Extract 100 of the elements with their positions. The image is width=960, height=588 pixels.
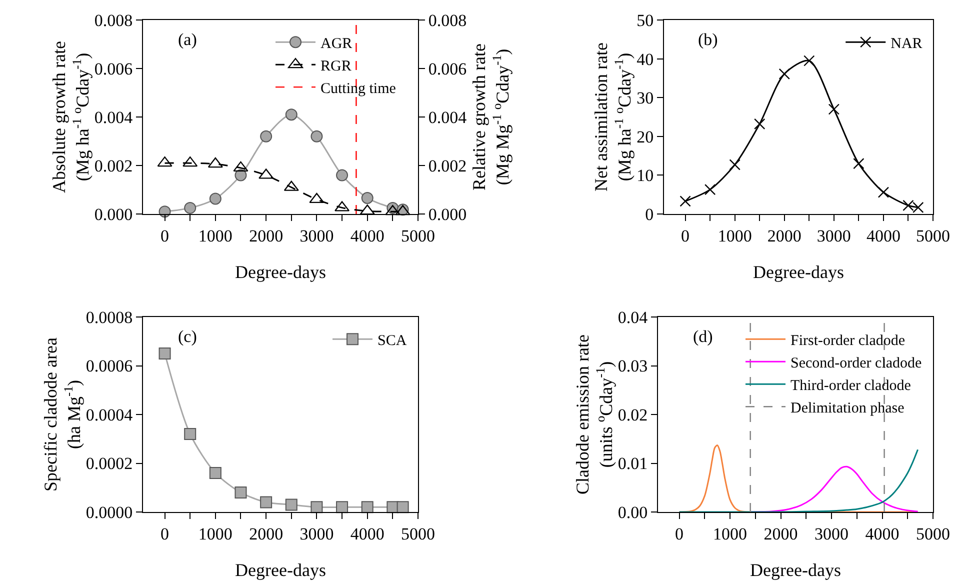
x-tick-label: 1000 [718,226,752,246]
y-tick-label: 0.03 [618,356,648,376]
point [310,130,323,142]
point [385,204,400,216]
point [234,169,247,182]
y2-tick-label: 0.008 [428,10,467,30]
x-tick-label: 0 [675,524,684,544]
y-tick-label: 20 [636,127,654,146]
y-tick-label: 0.004 [94,108,134,127]
x-tick-label: 2000 [249,226,284,246]
y-tick-label: 0.0002 [86,454,133,474]
point [233,161,248,172]
point [704,184,716,196]
x-tick-label: 4000 [350,524,384,544]
point [361,501,374,514]
y-tick-label: 0.0006 [86,356,133,376]
point [336,501,348,514]
y-tick-label: 0.002 [94,156,133,176]
x-tick-label: 5000 [916,524,950,544]
x-tick-label: 1000 [198,226,232,246]
y-tick-label: 10 [636,166,654,186]
x-tick-label: 3000 [300,226,334,246]
point [260,130,272,142]
point [285,498,298,511]
y-tick-label: 0.01 [618,454,648,474]
point [878,186,890,198]
point [158,348,171,360]
point [680,196,691,207]
point [209,192,222,205]
y2-tick-label: 0.000 [428,204,467,224]
y-tick-label: 0.0008 [86,308,133,327]
point [361,192,374,204]
annotation: (b) [698,30,718,49]
y-tick-label: 0.000 [94,204,133,224]
point [157,156,172,167]
point [804,55,815,66]
x-tick-label: 3000 [814,524,849,544]
point [853,158,864,170]
x-tick-label: 4000 [866,226,900,246]
point [310,501,323,514]
point [182,156,198,167]
x-tick-label: 2000 [767,226,802,246]
point [208,157,223,168]
y-tick-label: 0.00 [618,502,648,522]
y-tick-label: 30 [636,88,654,108]
x-tick-label: 0 [160,226,170,246]
x-tick-label: 5000 [916,226,950,246]
point [828,104,840,115]
annotation: (c) [178,327,197,346]
point [729,159,740,170]
point [184,428,196,440]
legend-label: NAR [890,36,922,52]
x-tick-label: 3000 [300,524,334,544]
x-tick-label: 5000 [401,524,435,544]
y-tick-label: 0.02 [618,405,648,424]
point [396,501,409,514]
ref-line-label: Cutting time [320,80,396,97]
x-axis-title: Degree-days [750,560,841,580]
x-axis-title: Degree-days [235,262,326,282]
y-tick-label: 0.008 [94,10,133,30]
x-tick-label: 4000 [865,524,900,544]
legend-label: Second-order cladode [790,355,922,372]
legend-label: SCA [378,332,407,349]
y-tick-label: 40 [636,50,654,69]
point [260,496,272,508]
point [234,486,247,498]
point [360,204,375,215]
annotation: (d) [693,327,713,346]
point [285,108,298,121]
legend-label: Third-order cladode [790,378,912,394]
ref-line-label: Delimitation phase [790,400,905,416]
point [778,68,790,80]
point [336,169,348,182]
x-tick-label: 5000 [401,226,435,246]
point [184,202,196,214]
point [209,467,222,479]
x-tick-label: 1000 [198,524,232,544]
legend-label: AGR [320,36,352,52]
y-tick-label: 0.006 [94,59,133,78]
y2-tick-label: 0.006 [428,59,467,78]
line-series [750,466,919,512]
point [754,118,766,130]
x-tick-label: 2000 [249,524,284,544]
x-tick-label: 2000 [764,524,798,544]
legend-label: First-order cladode [790,332,906,349]
y2-tick-label: 0.004 [428,108,468,127]
y2-tick-label: 0.002 [428,156,467,176]
x-tick-label: 3000 [816,226,851,246]
legend-label: RGR [320,58,352,74]
annotation: (a) [178,30,197,49]
x-tick-label: 1000 [713,524,748,544]
y-tick-label: 0 [645,204,654,224]
y-tick-label: 0.04 [618,308,648,327]
y-tick-label: 0.0004 [86,405,134,424]
x-tick-label: 0 [681,226,690,246]
x-tick-label: 4000 [350,226,384,246]
y-tick-label: 0.0000 [86,502,133,522]
point [309,192,324,204]
x-axis-title: Degree-days [753,262,844,282]
x-tick-label: 0 [160,524,170,544]
